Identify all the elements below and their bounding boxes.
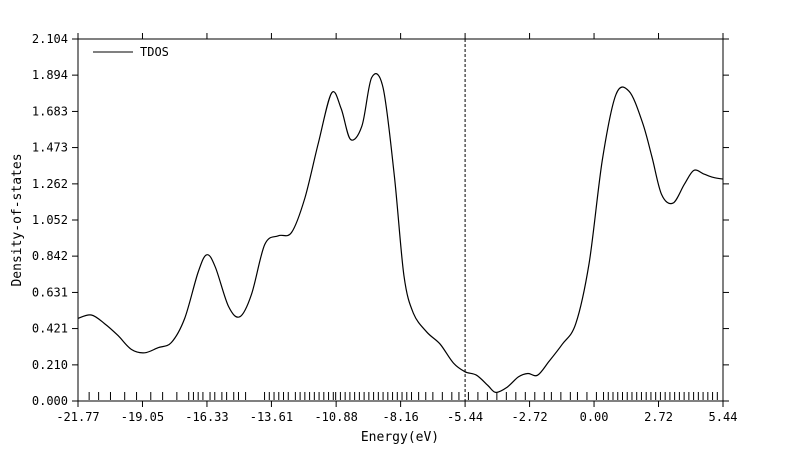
x-tick-label: -19.05 xyxy=(121,410,164,424)
x-tick-label: -5.44 xyxy=(447,410,483,424)
x-tick-label: -16.33 xyxy=(185,410,228,424)
tdos-series-line xyxy=(77,73,724,394)
x-tick-label: -21.77 xyxy=(56,410,99,424)
y-tick-label: 1.473 xyxy=(32,141,68,155)
y-tick-label: 0.421 xyxy=(32,322,68,336)
plot-frame xyxy=(77,38,724,402)
y-tick-label: 0.210 xyxy=(32,358,68,372)
legend: TDOS xyxy=(93,45,169,59)
x-tick-label: -2.72 xyxy=(512,410,548,424)
x-tick-label: 2.72 xyxy=(644,410,673,424)
x-tick-label: -10.88 xyxy=(314,410,357,424)
y-tick-label: 1.683 xyxy=(32,104,68,118)
x-tick-label: -8.16 xyxy=(383,410,419,424)
y-tick-label: 0.000 xyxy=(32,394,68,408)
x-axis-title: Energy(eV) xyxy=(361,430,439,445)
y-axis: 0.000 0.210 0.421 0.631 0.842 1.052 1.262 1.473… xyxy=(32,32,729,408)
y-tick-label: 0.842 xyxy=(32,249,68,263)
y-axis-title: Density-of-states xyxy=(10,153,25,286)
y-tick-label: 1.052 xyxy=(32,213,68,227)
eigenvalue-ticks xyxy=(88,392,718,400)
x-tick-label: 5.44 xyxy=(709,410,738,424)
legend-label: TDOS xyxy=(140,45,169,59)
y-tick-label: 1.894 xyxy=(32,68,68,82)
y-tick-label: 2.104 xyxy=(32,32,68,46)
x-tick-label: -13.61 xyxy=(250,410,293,424)
x-axis: -21.77 -19.05 -16.33 -13.61 -10.88 -8.16 -5.44… xyxy=(56,33,737,424)
y-tick-label: 0.631 xyxy=(32,285,68,299)
y-tick-label: 1.262 xyxy=(32,177,68,191)
x-tick-label: 0.00 xyxy=(580,410,609,424)
